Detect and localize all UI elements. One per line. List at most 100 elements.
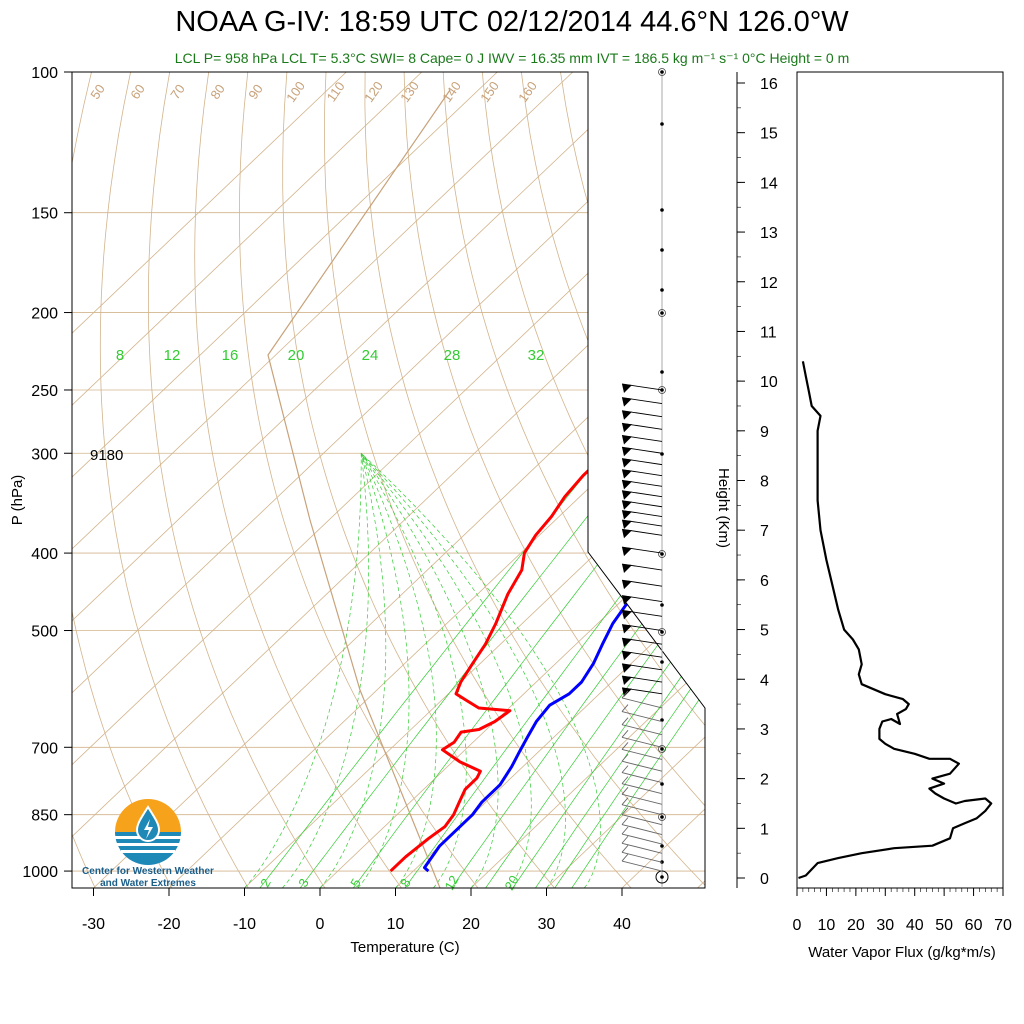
wind-barb-feather: [621, 844, 629, 853]
isotherm: [546, 72, 705, 888]
flux-y-tick-label: 10: [760, 374, 778, 391]
flux-line: [798, 361, 993, 880]
isotherm: [93, 72, 705, 888]
wind-barb-feather: [621, 717, 629, 725]
dry-adiabat: [282, 72, 555, 888]
wind-barb-flag: [622, 500, 632, 510]
wind-barb-flag: [622, 423, 632, 433]
barb-level-dot: [660, 70, 664, 74]
flux-x-tick-label: 40: [906, 917, 924, 934]
flux-profile: [798, 361, 993, 880]
wind-barb-flag: [622, 610, 632, 620]
flux-y-tick-label: 4: [760, 672, 769, 689]
x-tick-label: -10: [233, 916, 256, 933]
isotherm: [319, 72, 705, 888]
wind-barb: [621, 833, 663, 845]
isotherm: [395, 72, 705, 888]
isotherm: [697, 72, 705, 888]
dry-adiabat-label: 50: [87, 81, 108, 101]
flux-y-axis-title: Height (Km): [715, 468, 732, 548]
wind-barb: [621, 697, 663, 709]
wind-barb-flag: [622, 564, 632, 574]
mixing-ratio-line: [571, 389, 705, 888]
dry-adiabat-label: 160: [515, 79, 540, 105]
flux-x-tick-label: 0: [793, 917, 802, 934]
barb-level-dot: [660, 630, 664, 634]
dry-adiabat: [560, 72, 705, 888]
barb-level-dot: [660, 782, 664, 786]
dry-adiabat: [599, 72, 705, 888]
wind-barb-feather: [621, 807, 629, 816]
wind-barb-flag: [622, 529, 632, 539]
dry-adiabat-label: 90: [245, 81, 266, 101]
dry-adiabat-label: 70: [167, 81, 188, 101]
barb-level-dot: [660, 288, 664, 292]
y-tick-label: 400: [31, 546, 58, 563]
wind-barb: [621, 860, 663, 872]
dry-adiabat-label: 130: [397, 79, 422, 105]
parcel-path: [267, 89, 451, 888]
logo-caption-line1: Center for Western Weather: [82, 866, 214, 877]
dry-adiabat-label: 80: [207, 81, 228, 101]
wind-barb-flag: [622, 520, 632, 530]
flux-y-tick-label: 7: [760, 523, 769, 540]
y-tick-label: 200: [31, 306, 58, 323]
skewt-annotation: 9180: [90, 447, 123, 464]
skewt-x-axis-title: Temperature (C): [350, 939, 459, 956]
wind-barb: [621, 760, 663, 772]
y-tick-label: 300: [31, 446, 58, 463]
barb-level-dot: [660, 208, 664, 212]
dry-adiabat-label: 100: [283, 79, 308, 105]
wind-barb-column: [621, 68, 669, 888]
x-tick-label: 10: [387, 916, 405, 933]
wind-barb-flag: [622, 638, 632, 648]
wind-barb: [621, 749, 663, 760]
wind-barb-flag: [622, 435, 632, 445]
wind-barb-feather: [621, 704, 629, 712]
wind-barb-flag: [622, 383, 632, 393]
isotherm: [72, 72, 574, 888]
mixing-ratio-line: [512, 389, 705, 888]
wind-barb-feather: [621, 853, 629, 862]
flux-y-tick-label: 12: [760, 275, 778, 292]
dewpoint-line: [423, 389, 705, 873]
barb-level-dot: [660, 844, 664, 848]
moist-adiabat: [282, 453, 370, 888]
moist-adiabat: [360, 453, 499, 888]
flux-y-tick-label: 9: [760, 424, 769, 441]
mixing-ratio-label: 12: [164, 347, 181, 364]
barb-level-dot: [660, 122, 664, 126]
moist-adiabat: [360, 453, 601, 888]
isotherm: [72, 72, 423, 888]
dry-adiabat: [834, 72, 1024, 888]
mixing-ratio-line: [535, 389, 705, 888]
wind-barb: [621, 772, 663, 784]
wind-barb-flag: [622, 458, 632, 468]
barb-level-dot: [660, 815, 664, 819]
wind-barb-flag: [622, 447, 632, 457]
x-tick-label: 20: [462, 916, 480, 933]
mixing-ratio-line: [485, 389, 705, 888]
barb-calm-circle: [658, 386, 666, 394]
isotherm: [72, 72, 705, 888]
moist-adiabat: [319, 453, 387, 888]
barb-calm-circle: [658, 745, 666, 753]
chart-subtitle: LCL P= 958 hPa LCL T= 5.3°C SWI= 8 Cape=…: [174, 50, 850, 66]
flux-y-tick-label: 6: [760, 573, 769, 590]
wind-barb-flag: [622, 397, 632, 407]
dry-adiabat-label: 110: [324, 79, 348, 105]
isotherm: [470, 72, 705, 888]
barb-calm-circle: [658, 550, 666, 558]
isotherm: [72, 72, 705, 888]
flux-x-tick-label: 20: [847, 917, 865, 934]
wind-barb-flag: [622, 624, 632, 634]
wind-barb-feather: [621, 742, 629, 750]
mixing-ratio-label: 16: [222, 347, 239, 364]
skewt-y-axis-title: P (hPa): [9, 475, 26, 526]
flux-y-tick-label: 0: [760, 871, 769, 888]
wind-barb-flag: [622, 510, 632, 520]
dry-adiabat: [238, 72, 479, 888]
wind-barb-feather: [621, 797, 629, 805]
